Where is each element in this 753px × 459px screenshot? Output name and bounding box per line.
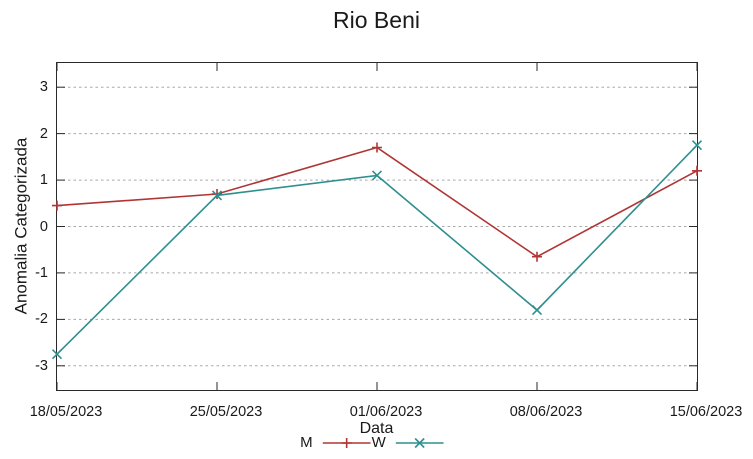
y-tick-label: 3 [39,79,48,96]
legend-sample-W [395,437,444,448]
y-tick-label: 0 [39,218,48,235]
series-line-M [56,146,698,258]
y-tick-label: -1 [35,264,48,281]
plot-canvas [51,63,703,390]
legend-sample-M [322,437,371,448]
x-tick-label: 15/06/2023 [669,404,743,420]
series-markers-W [51,140,703,360]
legend-label-W: W [371,434,386,451]
y-tick-label: 2 [39,125,48,142]
y-tick-label: -2 [35,311,48,328]
y-tick-label: 1 [39,172,48,189]
x-tick-label: 25/05/2023 [189,404,263,420]
legend-label-M: M [300,434,313,451]
series-line-W [56,144,698,355]
x-tick-label: 01/06/2023 [349,404,423,420]
x-tick-label: 18/05/2023 [29,404,103,420]
series-markers-M [52,142,702,262]
y-tick-label: -3 [35,357,48,374]
x-axis-label: Data [359,420,394,437]
chart-title: Rio Beni [333,7,420,33]
x-tick-label: 08/06/2023 [509,404,583,420]
plot-area [51,62,703,391]
